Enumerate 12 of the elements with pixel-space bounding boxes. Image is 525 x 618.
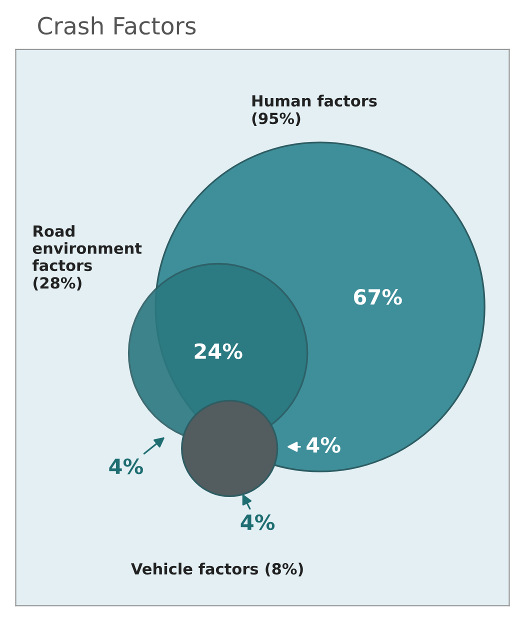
text: 24% — [194, 343, 242, 360]
category-label: Vehicle factors — [130, 562, 258, 575]
text: Crash Factors — [38, 16, 196, 35]
text: 67% — [354, 289, 402, 305]
text: 4% — [109, 458, 143, 474]
text: 4% — [240, 514, 275, 530]
data-label: (8%) — [266, 562, 303, 576]
data-label: (28%) — [34, 276, 82, 290]
text: 4% — [306, 437, 340, 453]
category-label: Human factors — [252, 94, 377, 107]
data-label: (95%) — [252, 112, 300, 126]
category-label: Road environment factors — [32, 225, 142, 272]
